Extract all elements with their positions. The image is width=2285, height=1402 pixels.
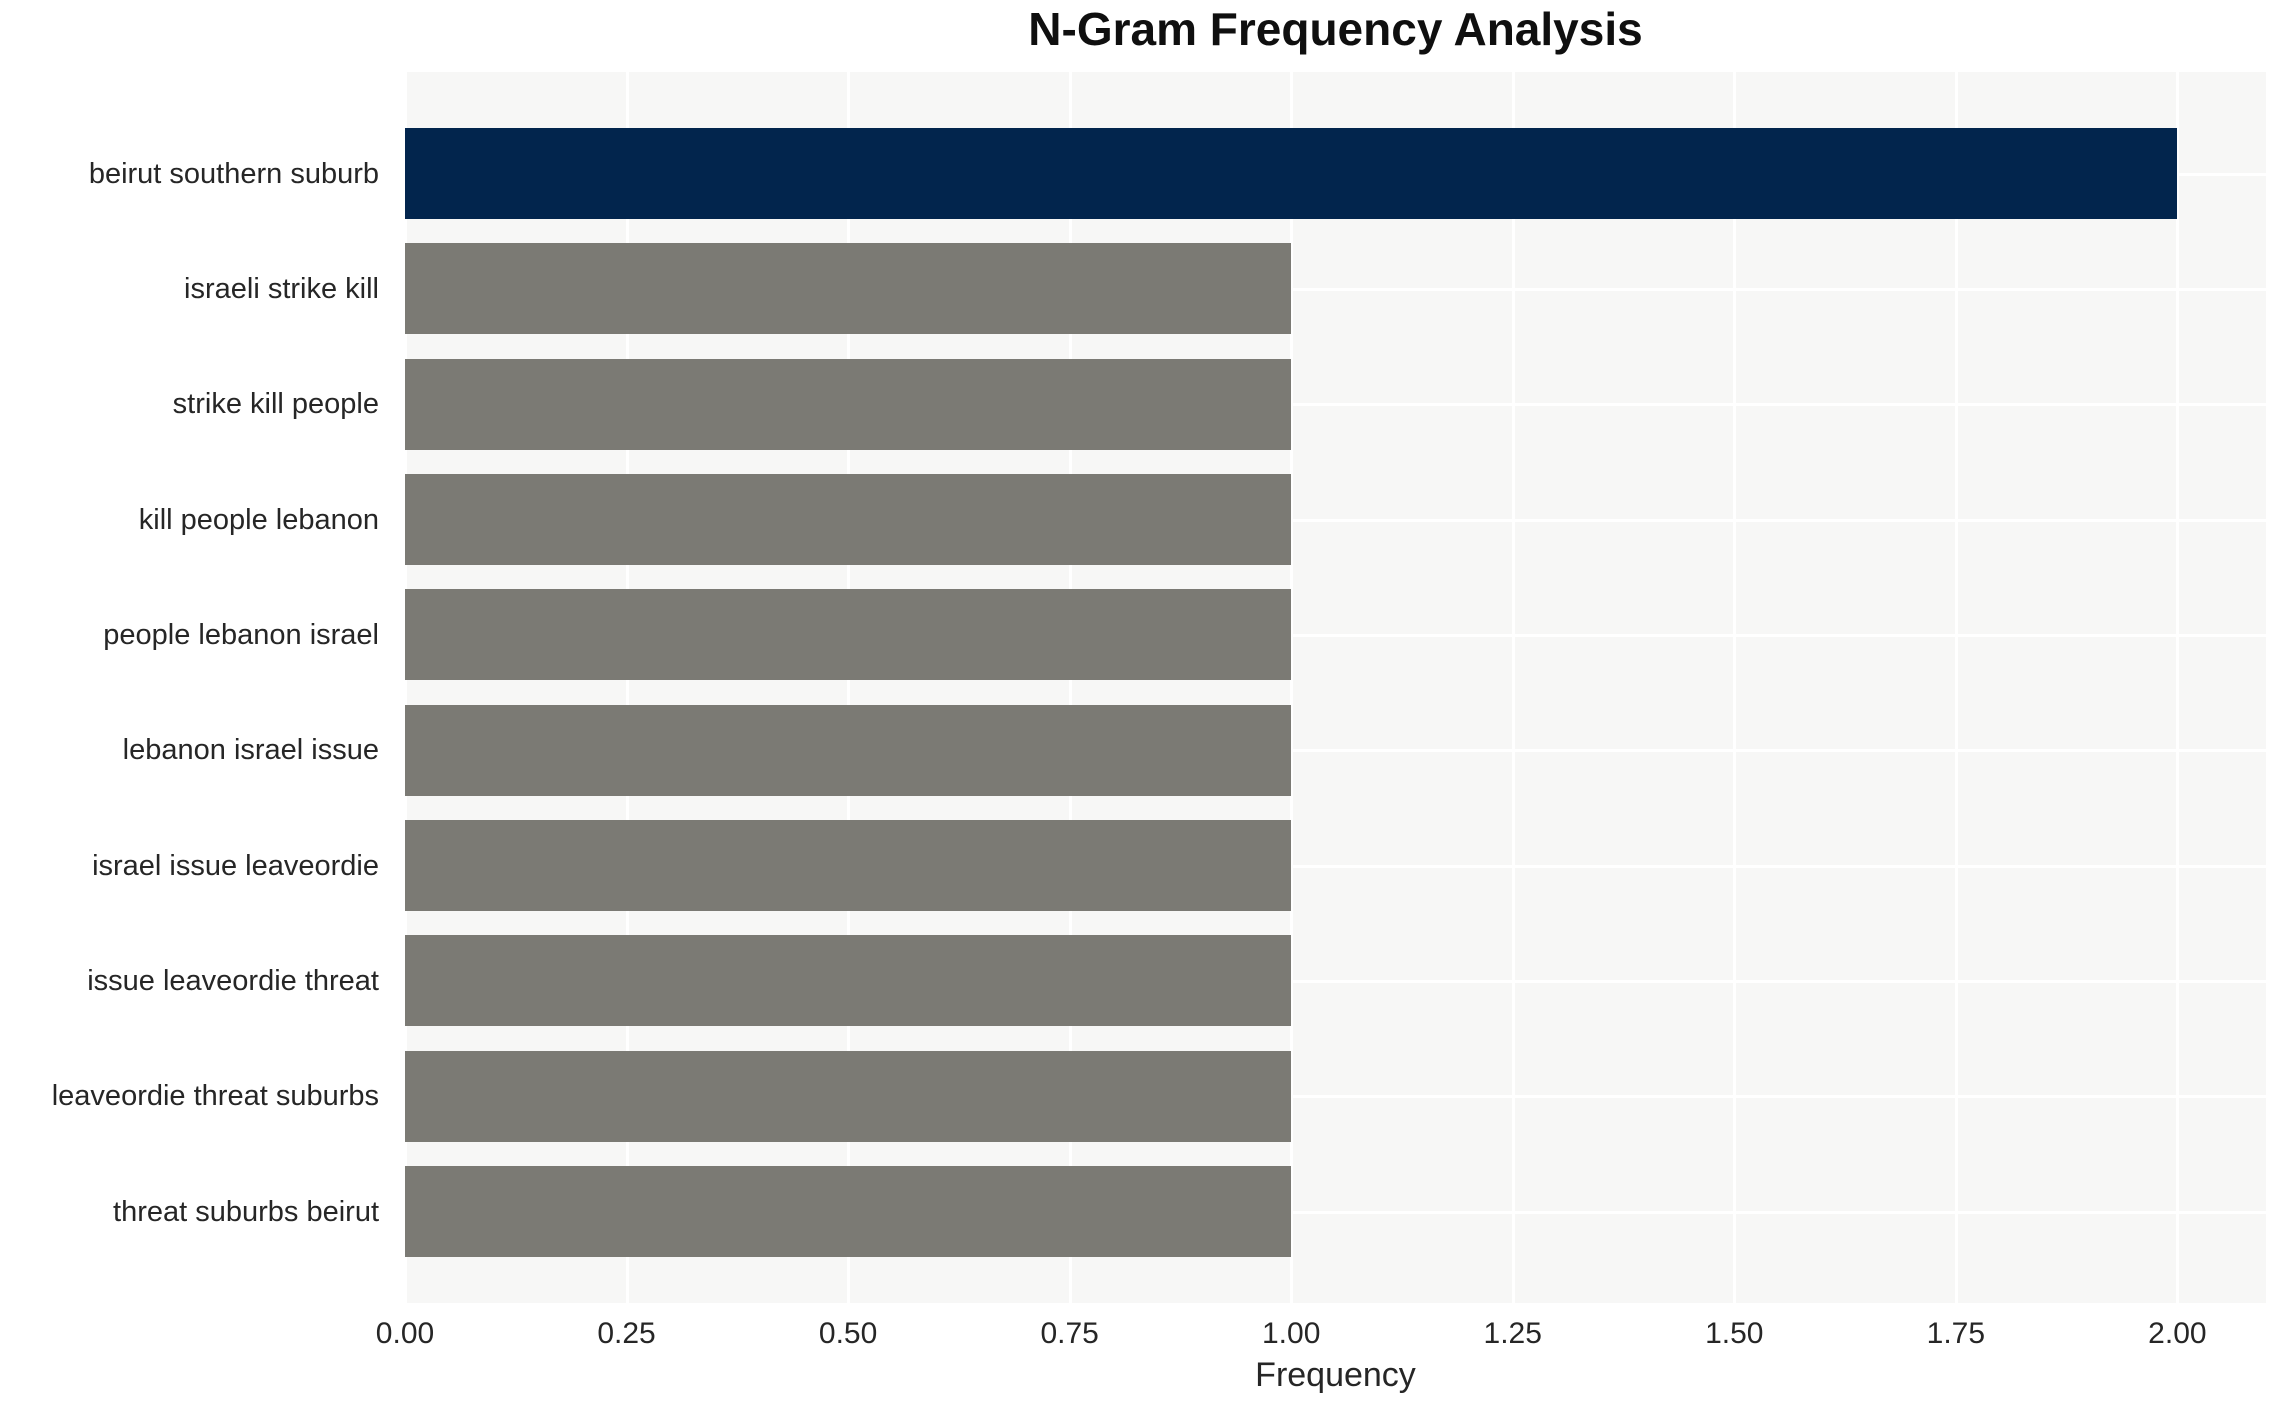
y-gridline (405, 1210, 2266, 1214)
x-tick-label: 2.00 (2148, 1317, 2207, 1350)
y-tick-label: threat suburbs beirut (113, 1195, 379, 1228)
y-gridline (405, 518, 2266, 522)
y-gridline (405, 1095, 2266, 1099)
x-gridline (1290, 72, 1294, 1303)
bar-lebanon-israel-issue (405, 704, 1292, 796)
x-gridline (847, 72, 851, 1303)
y-tick-label: kill people lebanon (138, 503, 379, 536)
bar-people-lebanon-israel (405, 589, 1292, 681)
y-gridline (405, 864, 2266, 868)
x-gridline (404, 72, 407, 1303)
chart-title: N-Gram Frequency Analysis (1028, 3, 1643, 55)
bar-strike-kill-people (405, 358, 1292, 450)
y-tick-label: leaveordie threat suburbs (51, 1080, 379, 1113)
y-axis-labels: beirut southern suburb israeli strike kil… (0, 72, 391, 1303)
bar-threat-suburbs-beirut (405, 1166, 1292, 1258)
bar-israeli-strike-kill (405, 243, 1292, 335)
plot-area (404, 72, 2266, 1303)
bar-israel-issue-leaveordie (405, 820, 1292, 912)
x-gridline (1068, 72, 1072, 1303)
y-gridline (405, 749, 2266, 753)
bar-beirut-southern-suburb (405, 128, 2178, 219)
x-tick-label: 0.50 (818, 1317, 878, 1350)
y-tick-label: lebanon israel issue (122, 734, 379, 767)
x-gridline (625, 72, 629, 1303)
x-tick-label: 1.50 (1705, 1317, 1764, 1350)
x-gridline (1511, 72, 1515, 1303)
bar-issue-leaveordie-threat (405, 935, 1292, 1027)
bar-leaveordie-threat-suburbs (405, 1050, 1292, 1142)
x-gridline (2176, 72, 2180, 1303)
x-tick-label: 1.25 (1483, 1317, 1542, 1350)
x-axis-title: Frequency (1255, 1356, 1416, 1394)
x-axis-ticks: 0.00 0.25 0.50 0.75 1.00 1.25 1.50 1.75 2.00 (376, 1312, 2266, 1356)
x-tick-label: 0.00 (375, 1317, 435, 1350)
x-tick-label: 1.00 (1261, 1317, 1321, 1350)
y-gridline (405, 287, 2266, 291)
x-tick-label: 0.25 (597, 1317, 656, 1350)
y-tick-label: issue leaveordie threat (87, 964, 379, 997)
x-tick-label: 0.75 (1040, 1317, 1099, 1350)
x-tick-label: 1.75 (1926, 1317, 1986, 1350)
x-gridline (1954, 72, 1958, 1303)
y-tick-label: people lebanon israel (103, 618, 379, 651)
y-gridline (405, 979, 2266, 983)
x-gridline (1733, 72, 1737, 1303)
y-tick-label: strike kill people (172, 388, 379, 421)
bar-kill-people-lebanon (405, 474, 1292, 566)
y-gridline (405, 633, 2266, 637)
y-tick-label: israeli strike kill (184, 272, 379, 305)
y-tick-label: beirut southern suburb (88, 157, 379, 190)
y-gridline (405, 403, 2266, 407)
y-tick-label: israel issue leaveordie (92, 849, 379, 882)
